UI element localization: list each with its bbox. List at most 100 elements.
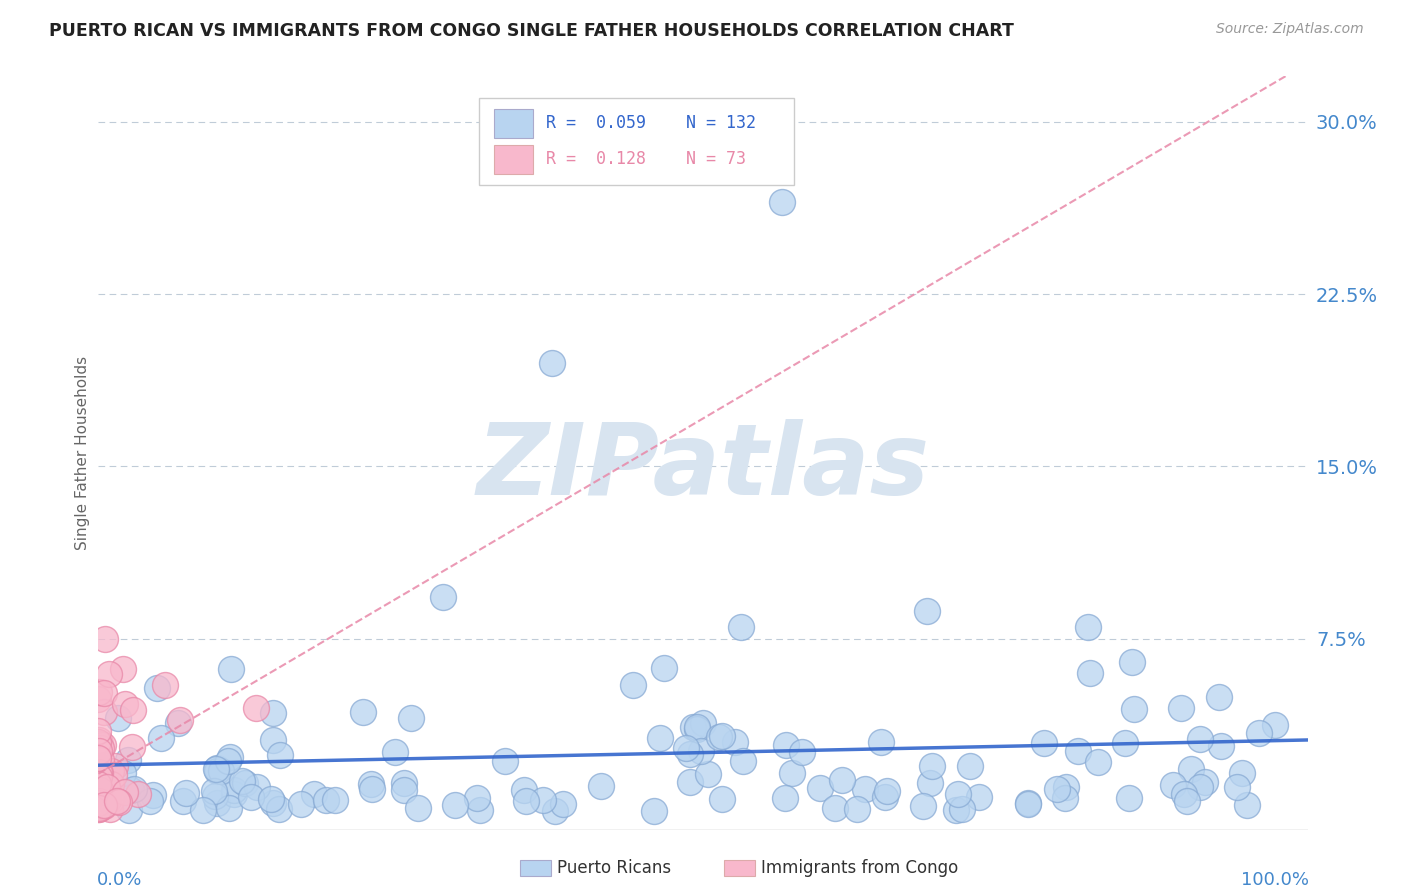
Point [90, 798, 112, 813]
Point [290, 797, 312, 811]
Point [246, 780, 269, 794]
Point [1173, 788, 1195, 802]
Point [724, 734, 747, 748]
Point [87, 734, 110, 748]
Point [222, 783, 245, 797]
Point [107, 796, 129, 810]
Point [94, 795, 117, 809]
Point [87, 770, 110, 784]
Point [682, 720, 704, 734]
Point [204, 784, 226, 798]
Point [94, 764, 117, 779]
Point [91, 738, 114, 752]
Point [853, 782, 876, 797]
Point [1161, 778, 1184, 792]
Point [912, 799, 935, 814]
Point [650, 731, 672, 745]
Point [90, 799, 112, 814]
Point [219, 662, 242, 676]
Point [465, 791, 488, 805]
Point [775, 738, 797, 752]
Point [780, 765, 803, 780]
Point [105, 794, 128, 808]
Point [1017, 796, 1039, 810]
Point [93, 799, 115, 814]
Point [1247, 726, 1270, 740]
Point [97, 793, 120, 807]
Point [209, 764, 232, 779]
Point [967, 790, 990, 805]
Point [87, 685, 110, 699]
Point [87, 789, 110, 804]
Point [150, 731, 173, 746]
Point [1077, 620, 1099, 634]
Point [100, 777, 122, 791]
Point [589, 779, 612, 793]
Point [93, 686, 115, 700]
Point [269, 747, 291, 762]
Point [87, 724, 110, 739]
Point [89, 782, 111, 797]
Point [218, 750, 240, 764]
Point [89, 799, 111, 814]
Point [94, 778, 117, 792]
Point [515, 794, 537, 808]
Point [89, 801, 111, 815]
Point [1118, 790, 1140, 805]
Point [686, 720, 709, 734]
Point [1236, 797, 1258, 812]
Text: Source: ZipAtlas.com: Source: ZipAtlas.com [1216, 22, 1364, 37]
Point [267, 802, 290, 816]
Point [111, 662, 134, 676]
Point [921, 759, 943, 773]
Point [1226, 780, 1249, 794]
Point [100, 802, 122, 816]
Point [87, 751, 110, 765]
Point [231, 774, 253, 789]
Point [870, 734, 893, 748]
Point [87, 732, 110, 747]
Point [540, 356, 562, 370]
Point [96, 782, 118, 797]
Point [686, 722, 709, 736]
Point [707, 731, 730, 745]
Point [90, 740, 112, 755]
Point [260, 792, 283, 806]
Point [146, 681, 169, 695]
Point [127, 788, 149, 802]
Point [443, 798, 465, 813]
Point [959, 759, 981, 773]
Point [1230, 766, 1253, 780]
Point [711, 730, 734, 744]
Point [773, 790, 796, 805]
Point [1264, 718, 1286, 732]
Point [217, 754, 239, 768]
Point [93, 770, 115, 784]
Point [654, 661, 676, 675]
Point [93, 705, 115, 719]
Point [875, 789, 897, 804]
Point [399, 711, 422, 725]
Point [1188, 780, 1211, 794]
Point [675, 741, 697, 756]
Y-axis label: Single Father Households: Single Father Households [75, 356, 90, 549]
Point [90, 761, 112, 775]
Point [218, 801, 240, 815]
Point [205, 761, 228, 775]
Point [207, 764, 229, 778]
Point [118, 803, 141, 817]
Text: Immigrants from Congo: Immigrants from Congo [761, 859, 957, 877]
Point [544, 804, 567, 818]
Text: ZIPatlas: ZIPatlas [477, 419, 929, 516]
Point [87, 789, 110, 804]
Point [690, 743, 713, 757]
Point [87, 802, 110, 816]
FancyBboxPatch shape [479, 98, 793, 186]
Point [87, 774, 110, 789]
Point [104, 759, 127, 773]
Point [352, 706, 374, 720]
Point [643, 804, 665, 818]
Point [468, 803, 491, 817]
Point [831, 772, 853, 787]
Point [1180, 762, 1202, 776]
